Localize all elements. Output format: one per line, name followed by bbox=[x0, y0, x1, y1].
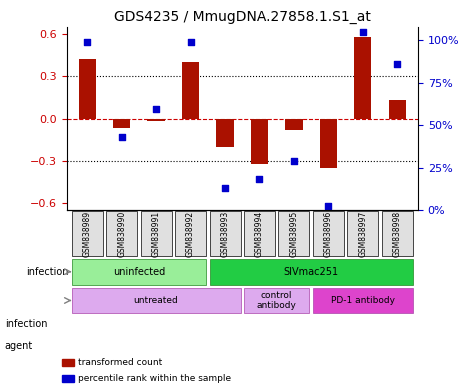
Text: infection: infection bbox=[26, 266, 68, 277]
Text: GSM838997: GSM838997 bbox=[358, 210, 367, 257]
Point bbox=[393, 60, 401, 66]
Point bbox=[221, 185, 229, 191]
FancyBboxPatch shape bbox=[72, 259, 206, 285]
Text: GSM838995: GSM838995 bbox=[289, 210, 298, 257]
Text: transformed count: transformed count bbox=[78, 358, 162, 367]
Text: infection: infection bbox=[5, 319, 47, 329]
FancyBboxPatch shape bbox=[244, 211, 275, 257]
Point bbox=[84, 38, 91, 45]
Text: GSM838994: GSM838994 bbox=[255, 210, 264, 257]
Text: GSM838992: GSM838992 bbox=[186, 211, 195, 257]
Bar bbox=[285, 119, 303, 130]
Point bbox=[187, 38, 194, 45]
Text: SIVmac251: SIVmac251 bbox=[284, 266, 339, 277]
Text: untreated: untreated bbox=[134, 296, 179, 305]
FancyBboxPatch shape bbox=[175, 211, 206, 257]
FancyBboxPatch shape bbox=[313, 288, 413, 313]
Point bbox=[118, 134, 125, 140]
FancyBboxPatch shape bbox=[72, 288, 240, 313]
Text: control
antibody: control antibody bbox=[257, 291, 297, 310]
Bar bbox=[113, 119, 130, 128]
FancyBboxPatch shape bbox=[244, 288, 309, 313]
Text: agent: agent bbox=[5, 341, 33, 351]
Text: GSM838989: GSM838989 bbox=[83, 211, 92, 257]
Bar bbox=[389, 100, 406, 119]
Text: GSM838996: GSM838996 bbox=[324, 210, 333, 257]
Text: uninfected: uninfected bbox=[113, 266, 165, 277]
Bar bbox=[354, 37, 371, 119]
FancyBboxPatch shape bbox=[141, 211, 171, 257]
FancyBboxPatch shape bbox=[278, 211, 309, 257]
Text: GSM838990: GSM838990 bbox=[117, 210, 126, 257]
Text: PD-1 antibody: PD-1 antibody bbox=[331, 296, 395, 305]
FancyBboxPatch shape bbox=[72, 211, 103, 257]
Bar bbox=[217, 119, 234, 147]
Point bbox=[324, 204, 332, 210]
FancyBboxPatch shape bbox=[313, 211, 344, 257]
FancyBboxPatch shape bbox=[106, 211, 137, 257]
Bar bbox=[251, 119, 268, 164]
Bar bbox=[320, 119, 337, 168]
Text: percentile rank within the sample: percentile rank within the sample bbox=[78, 374, 231, 383]
Point bbox=[256, 176, 263, 182]
FancyBboxPatch shape bbox=[209, 211, 240, 257]
Bar bbox=[78, 59, 96, 119]
Text: GSM838993: GSM838993 bbox=[220, 210, 229, 257]
Point bbox=[152, 106, 160, 113]
Bar bbox=[182, 62, 199, 119]
Title: GDS4235 / MmugDNA.27858.1.S1_at: GDS4235 / MmugDNA.27858.1.S1_at bbox=[114, 10, 370, 25]
FancyBboxPatch shape bbox=[382, 211, 413, 257]
Text: GSM838998: GSM838998 bbox=[393, 211, 402, 257]
Bar bbox=[147, 119, 165, 121]
FancyBboxPatch shape bbox=[347, 211, 379, 257]
Point bbox=[359, 29, 367, 35]
Text: GSM838991: GSM838991 bbox=[152, 211, 161, 257]
FancyBboxPatch shape bbox=[209, 259, 413, 285]
Point bbox=[290, 157, 298, 164]
